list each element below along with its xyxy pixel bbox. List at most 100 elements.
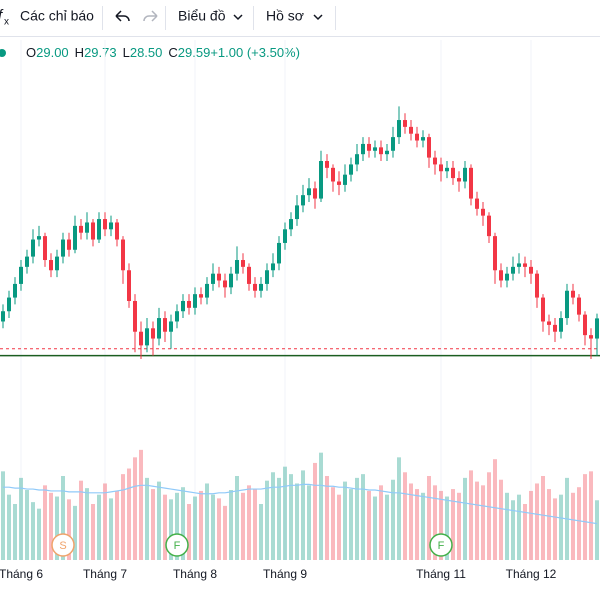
candle-body xyxy=(313,188,317,199)
candle-body xyxy=(277,242,281,264)
volume-bar xyxy=(115,490,119,560)
volume-bar xyxy=(415,489,419,560)
volume-bar xyxy=(457,492,461,560)
candle-body xyxy=(337,181,341,185)
volume-bar xyxy=(397,457,401,560)
legend-key: O xyxy=(26,45,36,60)
x-tick-label: Tháng 8 xyxy=(173,567,217,581)
volume-bar xyxy=(25,490,29,560)
candle-body xyxy=(49,260,53,271)
candle-body xyxy=(241,260,245,267)
candle-body xyxy=(109,222,113,230)
x-tick-label: Tháng 7 xyxy=(83,567,127,581)
legend-key: L xyxy=(123,45,130,60)
volume-bar xyxy=(487,472,491,560)
volume-bar xyxy=(199,490,203,560)
candle-body xyxy=(169,321,173,332)
plot: Tháng 6 Tháng 7 Tháng 8 Tháng 9 Tháng 11 Thán… xyxy=(0,40,600,581)
candle-body xyxy=(445,167,449,172)
volume-bar xyxy=(91,504,95,560)
candle-body xyxy=(397,120,401,138)
candle-body xyxy=(319,161,323,199)
volume-bar xyxy=(541,476,545,560)
volume-bar xyxy=(367,490,371,560)
chart-menu[interactable]: Biểu đồ xyxy=(178,8,243,24)
volume-bar xyxy=(439,490,443,560)
candle-body xyxy=(535,273,539,298)
candle-body xyxy=(13,283,17,298)
candle-body xyxy=(391,137,395,151)
indicators-label: Các chỉ báo xyxy=(20,8,94,24)
candle-body xyxy=(247,266,251,284)
x-tick-label: Tháng 11 xyxy=(416,567,466,581)
candle-body xyxy=(517,263,521,267)
volume-bar xyxy=(493,459,497,560)
candle-body xyxy=(361,143,365,155)
volume-bar xyxy=(121,474,125,560)
event-label: S xyxy=(59,540,66,552)
volume-bar xyxy=(295,483,299,560)
candle-body xyxy=(529,266,533,274)
volume-bar xyxy=(331,487,335,560)
volume-bar xyxy=(529,490,533,560)
candle-body xyxy=(91,222,95,240)
indicators-button[interactable]: f x Các chỉ báo xyxy=(0,7,94,28)
volume-bar xyxy=(517,494,521,560)
candle-body xyxy=(463,167,467,182)
volume-bar xyxy=(577,487,581,560)
candle-body xyxy=(253,283,257,291)
candle-body xyxy=(151,328,155,339)
candle-body xyxy=(67,239,71,250)
volume-bar xyxy=(445,496,449,560)
ohlc-legend: O29.00 H29.73 L28.50 C29.59+1.00 (+3.50%) xyxy=(26,45,300,60)
volume-bar xyxy=(535,483,539,560)
volume-bar xyxy=(7,494,11,560)
volume-bar xyxy=(79,480,83,560)
candle-body xyxy=(175,311,179,322)
chevron xyxy=(313,14,323,21)
candle-body xyxy=(475,198,479,209)
volume-bar xyxy=(481,485,485,560)
event-marker: F xyxy=(429,533,453,557)
volume-bar xyxy=(301,470,305,560)
candle-body xyxy=(373,147,377,151)
volume-bar xyxy=(361,474,365,560)
event-label: F xyxy=(438,540,445,552)
volume-bar xyxy=(235,476,239,560)
profile-menu[interactable]: Hồ sơ xyxy=(266,8,323,24)
volume-bar xyxy=(211,494,215,560)
volume-bar xyxy=(313,462,317,560)
candle-body xyxy=(259,283,263,291)
volume-bar xyxy=(499,479,503,560)
candle-body xyxy=(1,311,5,322)
profile-menu-label: Hồ sơ xyxy=(266,8,304,24)
candle-body xyxy=(265,270,269,284)
candle-body xyxy=(577,297,581,315)
volume-bar xyxy=(391,479,395,560)
candle-body xyxy=(331,167,335,182)
volume-bar xyxy=(433,485,437,560)
candle-body xyxy=(103,219,107,230)
undo-button[interactable] xyxy=(115,10,130,22)
fx-icon-x: x xyxy=(4,17,9,28)
candle-body xyxy=(559,318,563,332)
volume-bar xyxy=(145,477,149,560)
candle-body xyxy=(31,239,35,257)
candle-body xyxy=(409,126,413,134)
volume-bar xyxy=(103,483,107,560)
candle-body xyxy=(271,263,275,271)
legend-key: C xyxy=(168,45,177,60)
redo-button[interactable] xyxy=(143,10,158,22)
candle-body xyxy=(487,215,491,237)
candle-body xyxy=(19,266,23,284)
volume-bar xyxy=(187,504,191,560)
volume-bar xyxy=(403,472,407,560)
volume-bar xyxy=(85,488,89,560)
volume-bar xyxy=(325,476,329,560)
candle-body xyxy=(421,137,425,141)
volume-bar xyxy=(133,457,137,560)
volume-bar xyxy=(241,492,245,560)
volume-bar xyxy=(55,496,59,560)
candle-body xyxy=(433,157,437,165)
